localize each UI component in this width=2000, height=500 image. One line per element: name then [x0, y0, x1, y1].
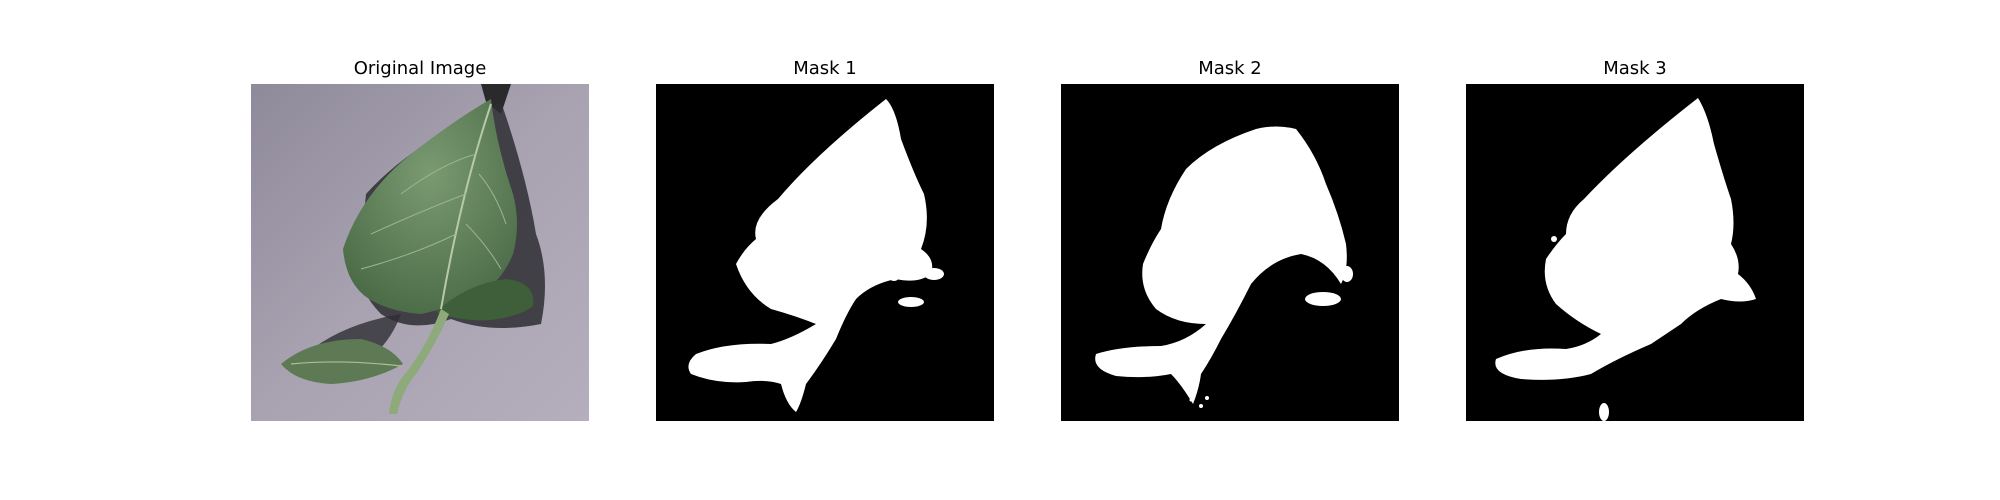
original-leaf-photo	[251, 84, 589, 421]
panel-mask-2: Mask 2	[1061, 56, 1399, 421]
mask-1-image	[656, 84, 994, 421]
panel-title: Original Image	[353, 58, 487, 79]
panel-title: Mask 3	[1603, 58, 1667, 79]
panel-title: Mask 1	[793, 58, 857, 79]
panel-original-image: Original Image	[251, 56, 589, 421]
panel-title: Mask 2	[1198, 58, 1262, 79]
panel-mask-3: Mask 3	[1466, 56, 1804, 421]
panel-mask-1: Mask 1	[656, 56, 994, 421]
mask-3-image	[1466, 84, 1804, 421]
mask-2-image	[1061, 84, 1399, 421]
